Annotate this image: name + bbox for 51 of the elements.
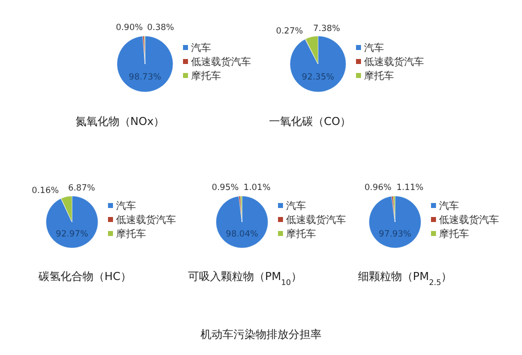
data-label: 0.95% <box>212 183 239 194</box>
data-label: 0.38% <box>147 23 174 33</box>
legend-item: 低速载货汽车 <box>356 57 424 68</box>
data-label: 97.93% <box>378 230 412 240</box>
data-label: 7.38% <box>313 24 340 34</box>
text: 碳氢化合物（HC） <box>38 270 132 283</box>
text: 细颗粒物（PM$_{2.5}$） <box>358 270 452 286</box>
data-label: 0.16% <box>32 186 59 196</box>
legend-item: 汽车 <box>183 43 211 54</box>
data-label: 1.01% <box>244 183 271 194</box>
legend-item: 低速载货汽车 <box>278 215 346 226</box>
legend-item: 汽车 <box>356 43 384 54</box>
data-label: 1.11% <box>396 183 424 194</box>
legend-label: 摩托车 <box>439 228 469 240</box>
data-label: 0.90% <box>116 23 143 34</box>
text: 一氧化碳（CO） <box>268 115 352 128</box>
legend-label: 低速载货汽车 <box>191 56 251 68</box>
legend-label: 汽车 <box>191 42 211 54</box>
legend-label: 汽车 <box>116 200 136 212</box>
legend-item: 摩托车 <box>356 71 394 82</box>
legend-label: 低速载货汽车 <box>364 56 424 68</box>
legend-item: 低速载货汽车 <box>108 215 176 226</box>
legend-label: 低速载货汽车 <box>116 214 176 226</box>
legend-label: 摩托车 <box>116 228 146 240</box>
legend-label: 汽车 <box>439 200 459 212</box>
legend-label: 汽车 <box>364 42 384 54</box>
legend-item: 摩托车 <box>431 229 469 240</box>
text: 氮氧化物（NOx） <box>75 115 165 128</box>
legend-item: 摩托车 <box>278 229 316 240</box>
legend-item: 低速载货汽车 <box>183 57 251 68</box>
legend-item: 汽车 <box>108 201 136 212</box>
legend-item: 摩托车 <box>183 71 221 82</box>
legend-label: 汽车 <box>286 200 306 212</box>
data-label: 6.87% <box>68 184 96 194</box>
data-label: 0.96% <box>364 183 392 194</box>
legend-item: 汽车 <box>431 201 459 212</box>
legend-label: 摩托车 <box>364 70 394 82</box>
legend-label: 摩托车 <box>286 228 316 240</box>
data-label: 92.35% <box>302 72 334 83</box>
legend-item: 低速载货汽车 <box>431 215 499 226</box>
legend-label: 低速载货汽车 <box>439 214 499 226</box>
legend-item: 汽车 <box>278 201 306 212</box>
text: 可吸入颗粒物（PM$_{10}$） <box>188 270 302 286</box>
data-label: 92.97% <box>56 230 88 240</box>
text: 机动车污染物排放分担率 <box>200 328 322 341</box>
legend-label: 低速载货汽车 <box>286 214 346 226</box>
legend-item: 摩托车 <box>108 229 146 240</box>
data-label: 98.73% <box>128 72 162 83</box>
data-label: 0.27% <box>276 26 303 36</box>
data-label: 98.04% <box>226 230 258 240</box>
legend-label: 摩托车 <box>191 70 221 82</box>
